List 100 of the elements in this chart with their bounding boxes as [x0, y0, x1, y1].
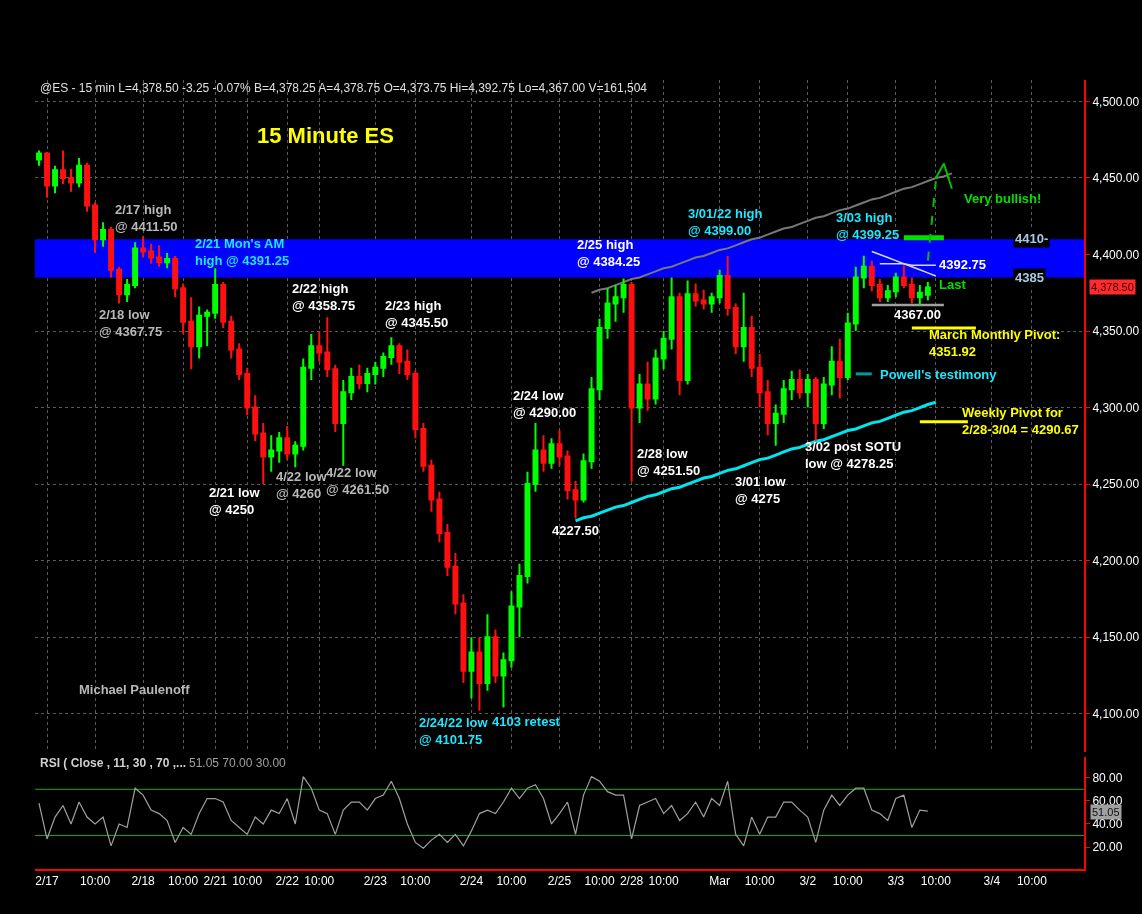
annotation: 3/03 high @ 4399.25: [836, 210, 900, 242]
candlestick: [92, 201, 99, 254]
line-series: [574, 400, 938, 523]
candlestick: [148, 242, 155, 265]
candlestick: [812, 375, 819, 442]
annotation: 2/23 high @ 4345.50: [385, 298, 449, 330]
annotation: 4392.75: [939, 257, 986, 272]
candlestick: [196, 305, 203, 360]
candlestick: [436, 490, 443, 544]
candlestick: [172, 255, 179, 299]
candlestick: [684, 279, 691, 386]
candlestick: [772, 403, 779, 447]
candlestick: [764, 379, 771, 437]
annotation: March Monthly Pivot: 4351.92: [929, 327, 1061, 359]
candlestick: [140, 235, 147, 259]
candlestick: [844, 311, 851, 382]
candlestick: [52, 164, 58, 195]
y-tick-label: 40.00: [1092, 817, 1123, 832]
candlestick: [708, 291, 715, 314]
annotation: Weekly Pivot for 2/28-3/04 = 4290.67: [962, 405, 1079, 437]
candlestick: [380, 351, 387, 378]
candlestick: [444, 522, 451, 577]
x-tick-label: 2/28: [619, 874, 644, 889]
candlestick: [44, 150, 50, 199]
annotation: 2/21 low @ 4250: [209, 485, 261, 517]
annotation: Last: [939, 277, 967, 292]
candlestick: [516, 562, 523, 639]
x-tick-label: 2/21: [203, 874, 228, 889]
candlestick: [36, 149, 42, 167]
candlestick: [260, 421, 267, 486]
annotation: 3/01/22 high @ 4399.00: [688, 206, 763, 238]
candlestick: [108, 225, 115, 279]
candlestick: [780, 379, 787, 424]
candlestick: [372, 360, 379, 386]
candlestick: [300, 357, 307, 452]
candlestick: [428, 458, 435, 513]
candlestick: [116, 265, 123, 305]
annotation: 4367.00: [894, 307, 941, 322]
candlestick: [748, 314, 755, 378]
annotation: 4/22 low @ 4260: [276, 469, 328, 501]
candlestick: [132, 241, 139, 290]
x-tick-label: 2/17: [35, 874, 60, 889]
candlestick: [308, 333, 315, 382]
y-tick-label: 4,500.00: [1092, 94, 1140, 109]
x-tick-label: 3/4: [983, 874, 1001, 889]
candlestick: [236, 342, 243, 382]
annotation: 4410-: [1015, 231, 1049, 246]
y-tick-label: 60.00: [1092, 794, 1123, 809]
candlestick: [76, 157, 82, 189]
y-tick-label: 4,350.00: [1092, 324, 1140, 339]
candlestick: [340, 379, 347, 467]
candlestick: [452, 552, 459, 616]
candlestick: [484, 613, 491, 692]
x-tick-label: 10:00: [648, 874, 679, 889]
x-tick-label: 2/24: [459, 874, 484, 889]
candlestick: [540, 434, 547, 473]
candlestick: [292, 440, 299, 469]
annotation: 4/22 low @ 4261.50: [326, 465, 390, 497]
annotation: 2/24/22 low @ 4101.75: [419, 715, 489, 747]
candlestick: [740, 291, 747, 363]
candlestick: [276, 431, 283, 464]
annotation: 2/22 high @ 4358.75: [292, 281, 356, 313]
candlestick: [732, 302, 739, 355]
x-tick-label: 10:00: [304, 874, 335, 889]
candlestick: [820, 375, 827, 431]
candlestick: [460, 593, 467, 685]
candlestick: [420, 421, 427, 473]
candlestick: [900, 264, 907, 290]
x-tick-label: 10:00: [832, 874, 864, 889]
x-tick-label: 10:00: [168, 874, 199, 889]
candlestick: [324, 316, 331, 378]
x-tick-label: 10:00: [400, 874, 431, 889]
candlestick: [644, 360, 651, 412]
candlestick: [188, 296, 195, 371]
candlestick: [596, 317, 603, 401]
text: 4,378.50: [1091, 281, 1134, 293]
x-tick-label: 10:00: [584, 874, 615, 889]
candlestick: [468, 636, 475, 700]
x-tick-label: 10:00: [1016, 874, 1048, 889]
candlestick: [692, 282, 699, 308]
candlestick: [156, 244, 163, 268]
candlestick: [804, 372, 811, 409]
candlestick: [396, 342, 403, 375]
y-tick-label: 4,250.00: [1092, 477, 1140, 492]
candlestick: [316, 330, 323, 363]
candlestick: [556, 429, 563, 467]
y-tick-label: 4,300.00: [1092, 400, 1140, 415]
annotation: Michael Paulenoff: [79, 682, 191, 697]
candlestick: [924, 281, 931, 302]
candlestick: [204, 308, 211, 348]
candlestick: [788, 369, 795, 401]
line-series: [38, 776, 929, 849]
annotation: 2/17 high @ 4411.50: [115, 202, 178, 234]
x-tick-label: 10:00: [80, 874, 111, 889]
candlestick: [348, 366, 355, 401]
candlestick: [908, 276, 915, 305]
candlestick: [228, 314, 235, 360]
candlestick: [212, 267, 219, 320]
candlestick: [364, 366, 371, 394]
candlestick: [220, 281, 227, 329]
